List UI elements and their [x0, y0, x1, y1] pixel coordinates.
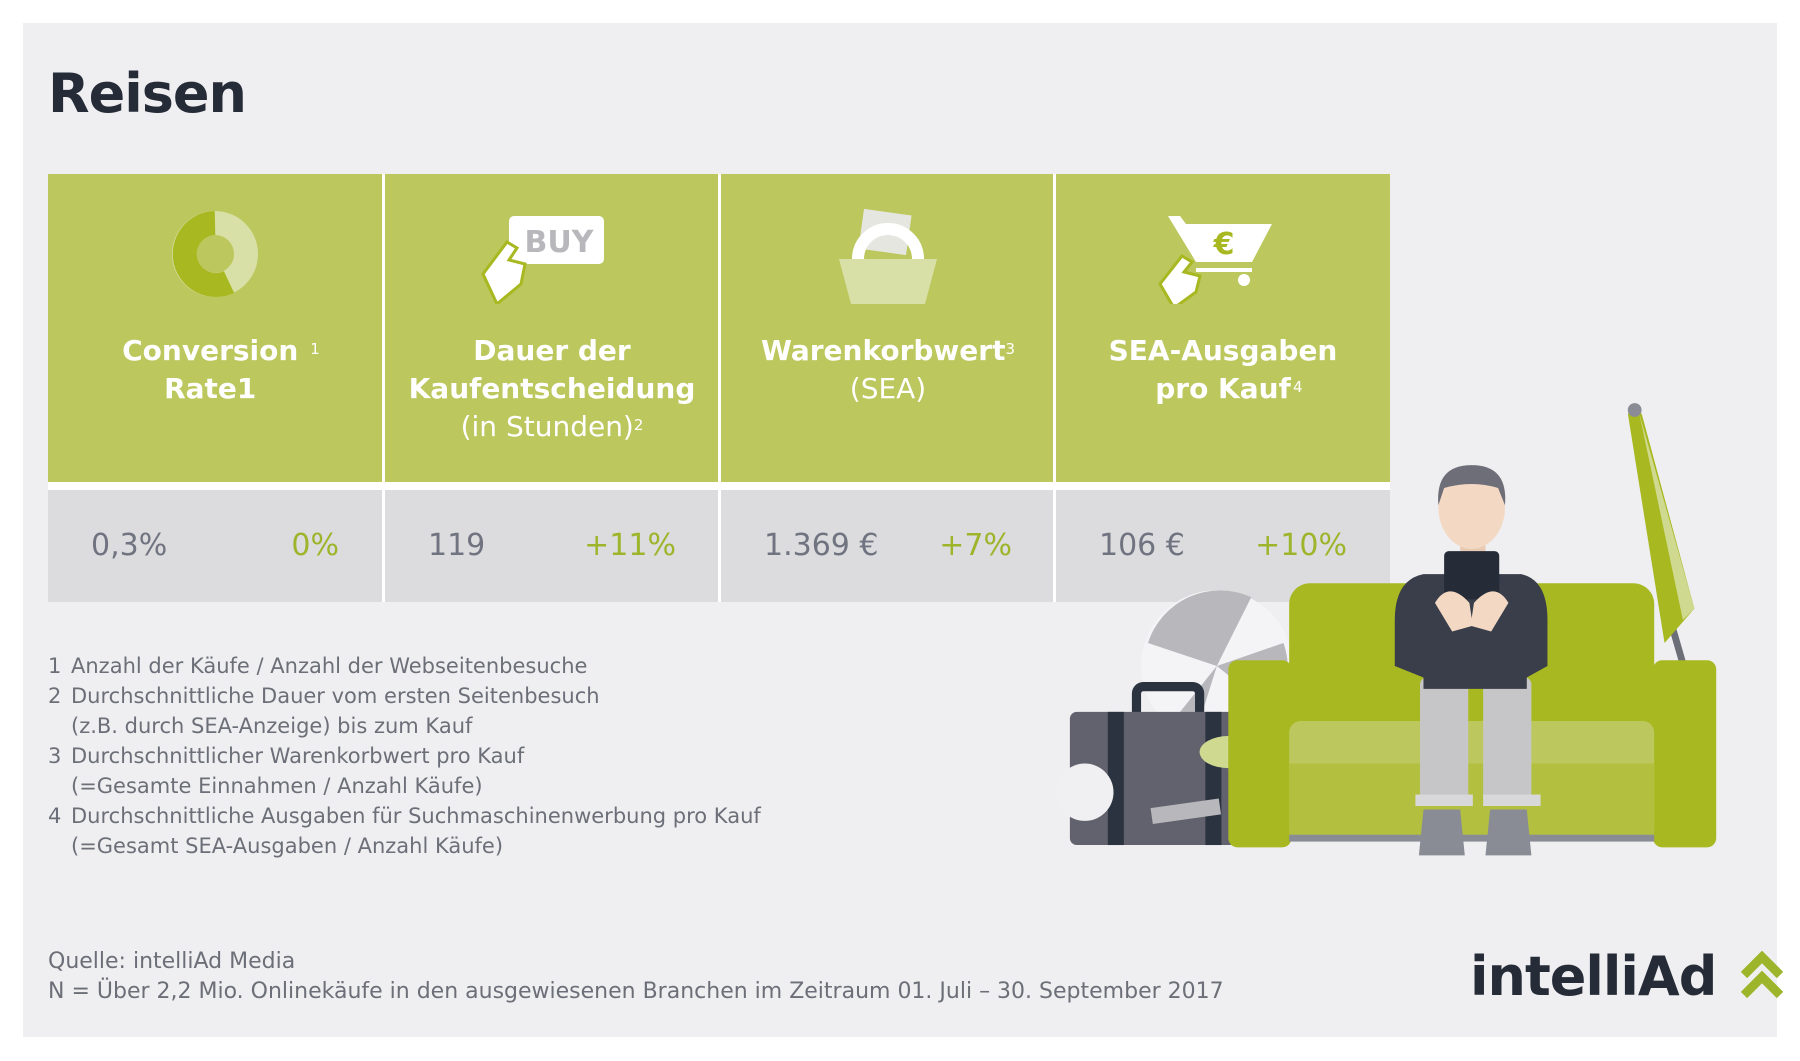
shopping-cart-euro-icon: € [1158, 216, 1272, 304]
footnote-item: 3 Durchschnittlicher Warenkorbwert pro Ka… [48, 744, 525, 768]
footnote-continuation: (=Gesamte Einnahmen / Anzahl Käufe) [71, 774, 483, 798]
metric-change: +10% [1255, 528, 1347, 563]
metric-label: SEA-Ausgaben pro Kauf 4 [1108, 334, 1338, 405]
metric-value: 119 [428, 528, 486, 563]
metric-header: Warenkorbwert3 (SEA) [721, 174, 1055, 482]
metric-purchase-duration: BUY Dauer der Kaufentscheidung (in Stund… [385, 174, 719, 602]
intelliad-logo: intelliAd [1470, 945, 1784, 1008]
metric-change: +7% [939, 528, 1012, 563]
metric-conversion-rate: Conversion Rate11 0,3% 0% [48, 174, 382, 602]
metric-header: BUY Dauer der Kaufentscheidung (in Stund… [385, 174, 719, 482]
metric-basket-value: Warenkorbwert3 (SEA) 1.369 € +7% [721, 174, 1055, 602]
metric-label: Conversion Rate11 [122, 334, 320, 405]
footnotes: 1 Anzahl der Käufe / Anzahl der Webseiten… [48, 651, 761, 861]
metric-value: 1.369 € [764, 528, 879, 563]
footnote-item: 2 Durchschnittliche Dauer vom ersten Seit… [48, 684, 600, 708]
svg-text:€: € [1213, 227, 1235, 262]
footnote-item: 1 Anzahl der Käufe / Anzahl der Webseiten… [48, 654, 588, 678]
metric-header: Conversion Rate11 [48, 174, 382, 482]
shopping-basket-icon [839, 208, 937, 304]
metric-values: 119 +11% [385, 490, 719, 602]
sample-text: N = Über 2,2 Mio. Onlinekäufe in den aus… [48, 979, 1224, 1004]
metric-header: € SEA-Ausgaben pro Kauf 4 [1056, 174, 1390, 482]
column-divider [382, 174, 385, 602]
metric-sea-spend: € SEA-Ausgaben pro Kauf 4 106 € +10% [1056, 174, 1390, 602]
svg-text:BUY: BUY [525, 225, 595, 260]
source-info: Quelle: intelliAd Media N = Über 2,2 Mio… [48, 947, 1224, 1007]
metric-label: Dauer der Kaufentscheidung (in Stunden)2 [408, 334, 696, 443]
footnote-item: 4 Durchschnittliche Ausgaben für Suchmasc… [48, 804, 761, 828]
footnote-continuation: (z.B. durch SEA-Anzeige) bis zum Kauf [71, 714, 473, 738]
metric-change: +11% [584, 528, 676, 563]
metric-values: 1.369 € +7% [721, 490, 1055, 602]
metric-change: 0% [291, 528, 339, 563]
source-text: Quelle: intelliAd Media [48, 949, 296, 974]
donut-chart-icon [172, 211, 258, 297]
metric-value: 106 € [1099, 528, 1185, 563]
double-chevron-up-icon [1741, 950, 1784, 999]
metric-label: Warenkorbwert3 (SEA) [760, 334, 1016, 405]
metric-value: 0,3% [91, 528, 168, 563]
buy-button-click-icon: BUY [481, 216, 604, 304]
metric-values: 0,3% 0% [48, 490, 382, 602]
column-divider [718, 174, 721, 602]
page-title: Reisen [48, 62, 247, 125]
column-divider [1053, 174, 1056, 602]
metric-values: 106 € +10% [1056, 490, 1390, 602]
footnote-continuation: (=Gesamt SEA-Ausgaben / Anzahl Käufe) [71, 834, 504, 858]
